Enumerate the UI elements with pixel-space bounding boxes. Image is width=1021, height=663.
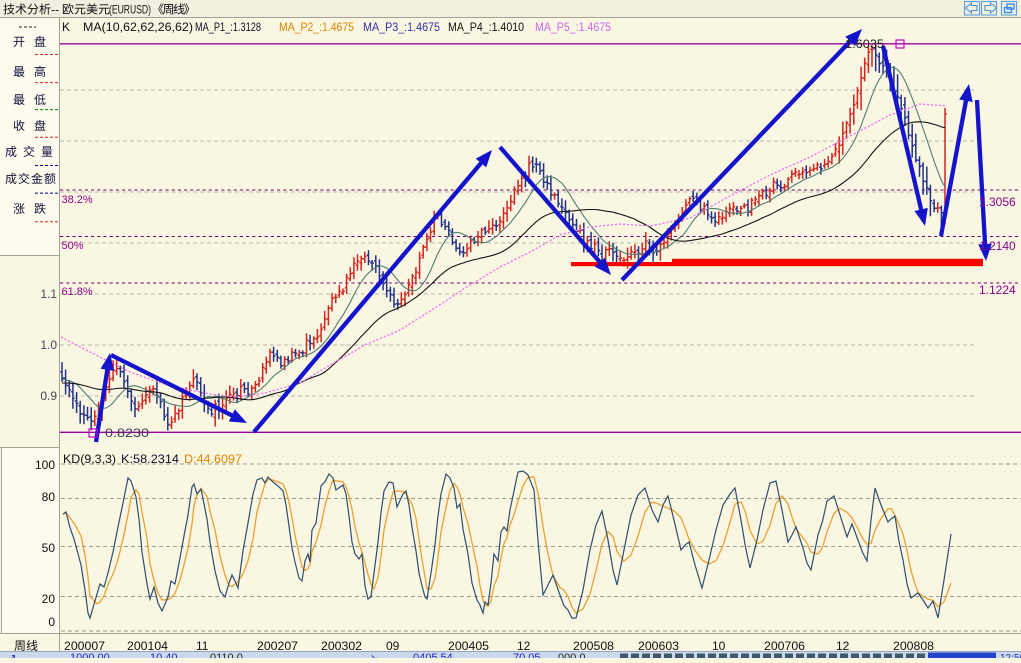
svg-text:↘: ↘ xyxy=(370,653,378,658)
svg-text:↗: ↗ xyxy=(8,653,16,658)
svg-text:MA_P1_:1.3128: MA_P1_:1.3128 xyxy=(195,20,261,34)
svg-text:61.8%: 61.8% xyxy=(62,286,93,298)
svg-text:200808: 200808 xyxy=(893,639,934,653)
svg-text:MA_P4_:1.4010: MA_P4_:1.4010 xyxy=(448,20,524,34)
svg-text:0.8230: 0.8230 xyxy=(105,426,149,440)
svg-text:70.05: 70.05 xyxy=(513,652,541,658)
svg-text:10: 10 xyxy=(712,639,726,653)
svg-text:MA_P2_:1.4675: MA_P2_:1.4675 xyxy=(279,20,354,34)
svg-text:1.6035: 1.6035 xyxy=(845,37,884,51)
svg-text:11: 11 xyxy=(196,639,209,653)
svg-text:20: 20 xyxy=(42,592,56,606)
svg-text:80: 80 xyxy=(42,490,56,504)
svg-text:200706: 200706 xyxy=(764,639,805,653)
svg-text:50: 50 xyxy=(42,541,56,555)
svg-text:MA_P3_:1.4675: MA_P3_:1.4675 xyxy=(363,20,440,34)
svg-text:200104: 200104 xyxy=(127,639,168,653)
svg-text:1.1224: 1.1224 xyxy=(979,283,1016,297)
svg-text:200007: 200007 xyxy=(64,639,105,653)
svg-text:--: -- xyxy=(51,3,59,17)
svg-text:38.2%: 38.2% xyxy=(62,194,93,206)
svg-text:1.2140: 1.2140 xyxy=(979,239,1016,253)
svg-text:200207: 200207 xyxy=(257,639,298,653)
svg-text:12: 12 xyxy=(836,639,850,653)
svg-text:1.0: 1.0 xyxy=(40,338,57,352)
svg-text:12:50: 12:50 xyxy=(1000,653,1021,658)
svg-text:MA_P5_:1.4675: MA_P5_:1.4675 xyxy=(535,20,611,34)
svg-text:200508: 200508 xyxy=(573,639,614,653)
svg-text:D:44.6097: D:44.6097 xyxy=(184,452,242,466)
svg-text:0110.0: 0110.0 xyxy=(210,652,243,658)
svg-text:200302: 200302 xyxy=(321,639,362,653)
svg-text:200405: 200405 xyxy=(448,639,489,653)
svg-text:09: 09 xyxy=(386,639,400,653)
svg-text:10.40: 10.40 xyxy=(150,652,178,658)
svg-text:1.1: 1.1 xyxy=(40,287,57,301)
svg-text:MA(10,62,62,26,62): MA(10,62,62,26,62) xyxy=(83,20,193,34)
svg-text:000.0: 000.0 xyxy=(558,652,586,658)
svg-text:(EURUSD): (EURUSD) xyxy=(109,3,151,17)
svg-text:1000.00: 1000.00 xyxy=(70,652,110,658)
svg-text:1.3056: 1.3056 xyxy=(979,195,1016,209)
svg-text:KD(9,3,3): KD(9,3,3) xyxy=(63,452,116,466)
svg-text:0: 0 xyxy=(48,615,55,629)
svg-text:0405.54: 0405.54 xyxy=(413,652,453,658)
svg-text:50%: 50% xyxy=(62,240,84,252)
svg-text:K:58.2314: K:58.2314 xyxy=(121,452,179,466)
svg-text:12: 12 xyxy=(517,639,531,653)
svg-text:200603: 200603 xyxy=(638,639,679,653)
svg-text:K: K xyxy=(62,20,70,34)
svg-text:0.9: 0.9 xyxy=(40,389,57,403)
svg-text:100: 100 xyxy=(35,458,55,472)
